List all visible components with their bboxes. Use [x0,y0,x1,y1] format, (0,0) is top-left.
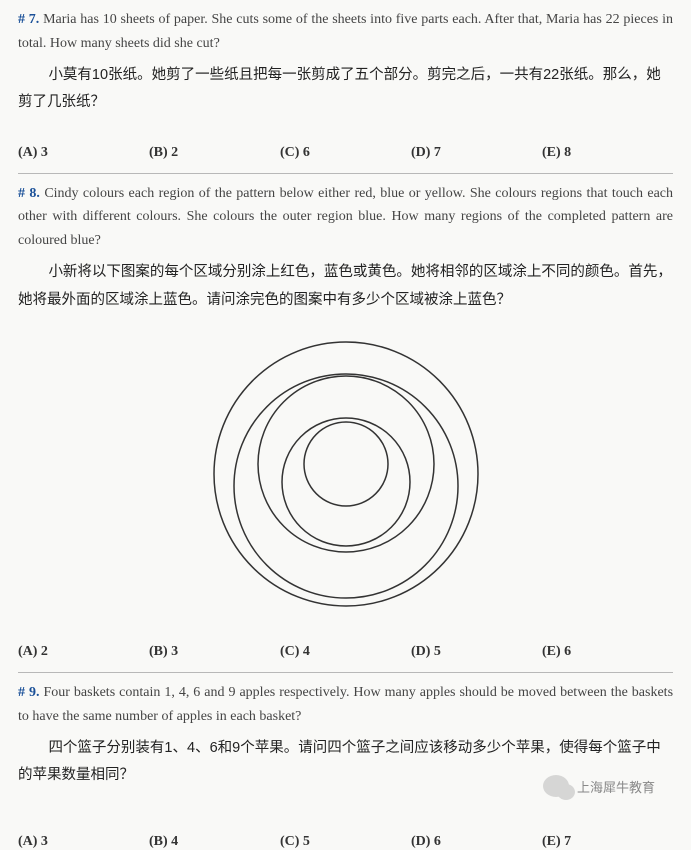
q7-choice-a: (A) 3 [18,145,149,161]
divider [18,173,673,174]
q9-choice-a: (A) 3 [18,834,149,850]
q7-choices: (A) 3 (B) 2 (C) 6 (D) 7 (E) 8 [18,145,673,161]
wechat-icon [543,775,569,797]
q7-en-text: Maria has 10 sheets of paper. She cuts s… [18,12,673,51]
q7-chinese: 小莫有10张纸。她剪了一些纸且把每一张剪成了五个部分。剪完之后，一共有22张纸。… [18,62,673,117]
q8-en-text: Cindy colours each region of the pattern… [18,186,673,249]
q8-choice-a: (A) 2 [18,644,149,660]
q8-number: # 8. [18,186,40,201]
q7-choice-d: (D) 7 [411,145,542,161]
q8-english: # 8. Cindy colours each region of the pa… [18,182,673,253]
q9-choice-d: (D) 6 [411,834,542,850]
q8-choice-e: (E) 6 [542,644,673,660]
q9-english: # 9. Four baskets contain 1, 4, 6 and 9 … [18,681,673,729]
q9-choice-c: (C) 5 [280,834,411,850]
footer-text: 上海犀牛教育 [577,777,655,796]
q7-choice-b: (B) 2 [149,145,280,161]
q9-choices: (A) 3 (B) 4 (C) 5 (D) 6 (E) 7 [18,834,673,850]
q8-choice-c: (C) 4 [280,644,411,660]
q9-en-text: Four baskets contain 1, 4, 6 and 9 apple… [18,685,673,724]
q9-number: # 9. [18,685,40,700]
q8-choice-d: (D) 5 [411,644,542,660]
q7-english: # 7. Maria has 10 sheets of paper. She c… [18,8,673,56]
q9-choice-b: (B) 4 [149,834,280,850]
footer-watermark: 上海犀牛教育 [543,775,655,797]
question-9: # 9. Four baskets contain 1, 4, 6 and 9 … [18,681,673,850]
divider [18,672,673,673]
question-8: # 8. Cindy colours each region of the pa… [18,182,673,660]
q9-choice-e: (E) 7 [542,834,673,850]
q7-number: # 7. [18,12,39,27]
q7-choice-c: (C) 6 [280,145,411,161]
q8-choice-b: (B) 3 [149,644,280,660]
circles-diagram [206,334,486,614]
q7-choice-e: (E) 8 [542,145,673,161]
question-7: # 7. Maria has 10 sheets of paper. She c… [18,8,673,161]
q8-chinese: 小新将以下图案的每个区域分别涂上红色，蓝色或黄色。她将相邻的区域涂上不同的颜色。… [18,259,673,314]
q8-choices: (A) 2 (B) 3 (C) 4 (D) 5 (E) 6 [18,644,673,660]
q8-figure [18,334,673,614]
